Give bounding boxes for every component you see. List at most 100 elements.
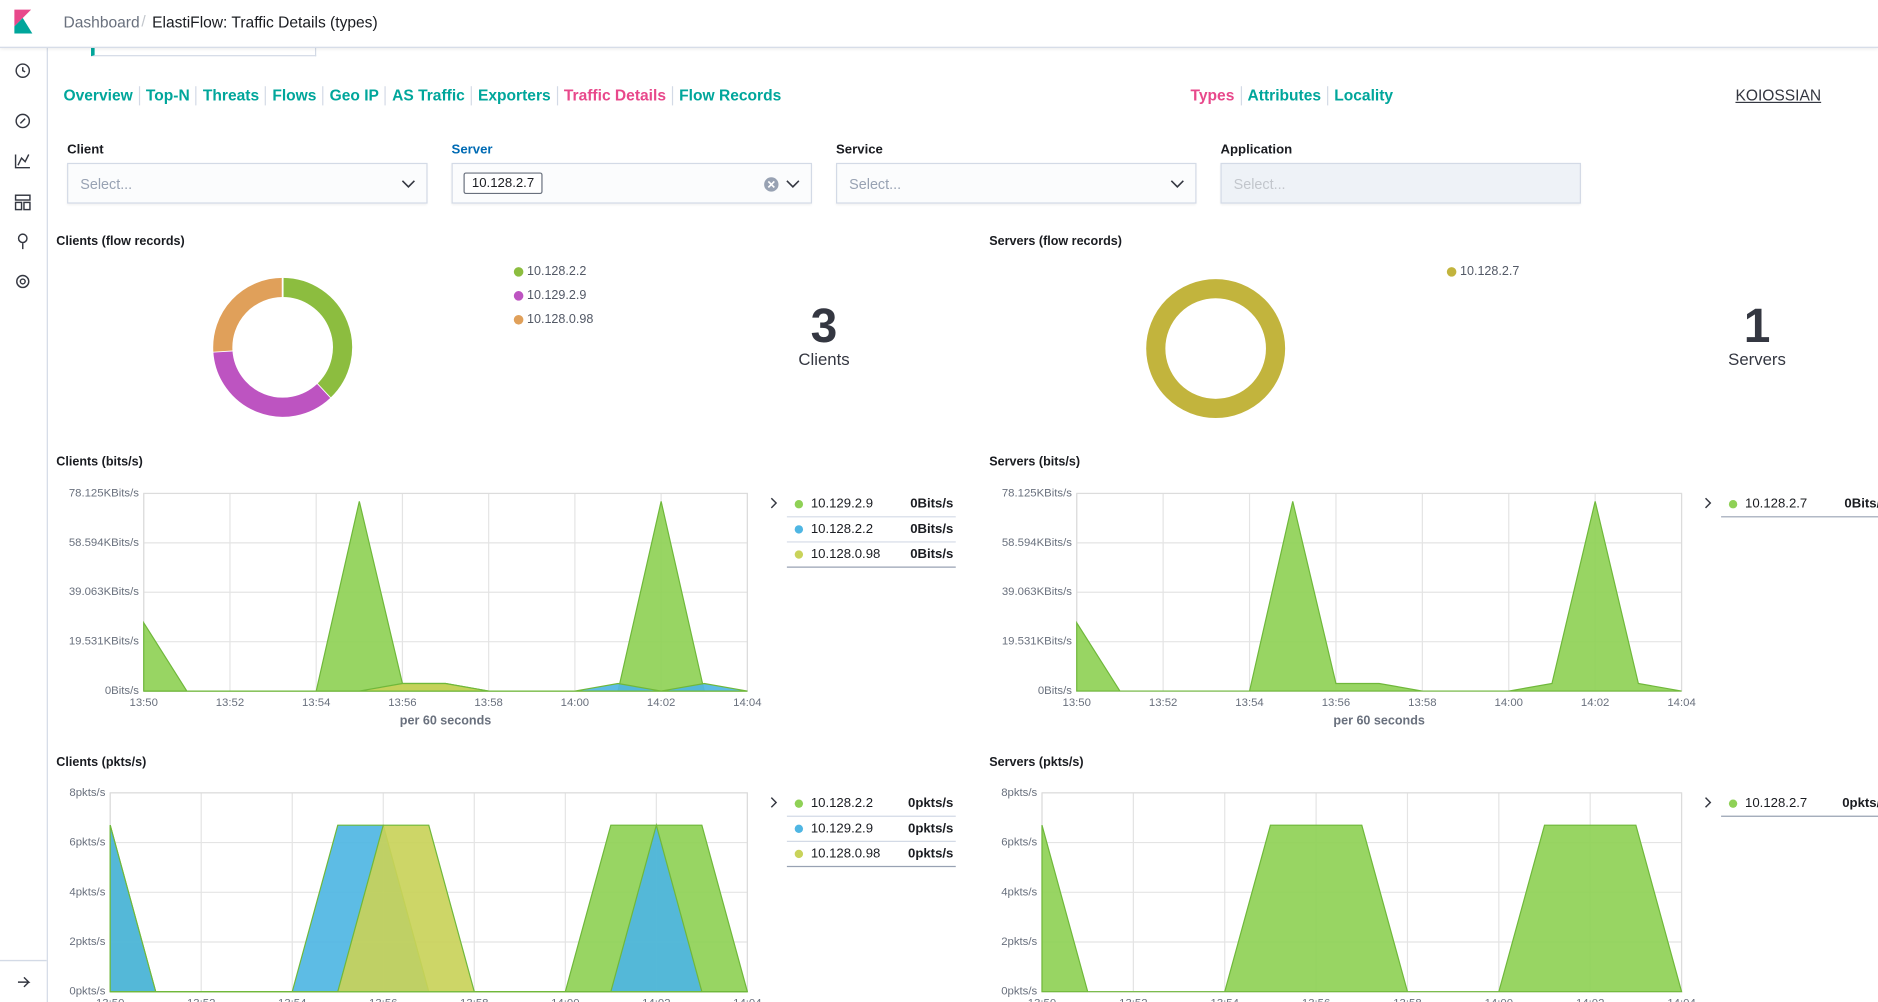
arrow <box>786 180 800 188</box>
logo-part <box>14 9 32 27</box>
discover-icon[interactable] <box>15 113 31 129</box>
legend-label[interactable]: 10.128.2.7 <box>1745 496 1807 511</box>
filter-label: Client <box>67 142 104 157</box>
dashboard-icon[interactable] <box>14 194 31 201</box>
x-tick-label: 13:50 <box>1028 998 1056 1002</box>
x-tick-label: 14:04 <box>733 697 761 709</box>
metric-value: 3 <box>811 300 838 353</box>
x-tick-label: 13:58 <box>1408 697 1436 709</box>
legend-toggle[interactable] <box>770 497 778 509</box>
arrow <box>1170 180 1184 188</box>
legend-dot <box>1446 267 1457 277</box>
nav-link[interactable]: Threats <box>195 86 265 106</box>
breadcrumb[interactable]: Dashboard <box>63 13 140 32</box>
area-series <box>110 824 748 993</box>
filter-select[interactable]: 10.128.2.7 <box>451 162 813 204</box>
nav-link[interactable]: Top-N <box>138 86 196 106</box>
panel-title: Servers (pkts/s) <box>989 755 1083 769</box>
legend-label[interactable]: 10.128.2.7 <box>1460 264 1519 278</box>
legend-dot <box>794 550 804 559</box>
settings-icon[interactable] <box>16 274 30 289</box>
clear-icon[interactable] <box>763 176 780 193</box>
placeholder: Select... <box>849 176 902 193</box>
legend-dot <box>794 500 804 509</box>
legend-label[interactable]: 10.129.2.9 <box>527 288 586 302</box>
y-tick-label: 2pkts/s <box>69 936 105 948</box>
nav-link[interactable]: Overview <box>63 86 133 105</box>
legend-toggle[interactable] <box>770 797 778 808</box>
nav-link[interactable]: Geo IP <box>322 86 385 106</box>
y-tick-label: 8pkts/s <box>69 787 105 799</box>
x-tick-label: 13:54 <box>302 697 330 709</box>
legend-value: 0Bits/s <box>1844 496 1878 511</box>
legend-toggle[interactable] <box>1705 497 1712 509</box>
x-tick-label: 13:56 <box>388 697 416 709</box>
visualize-icon[interactable] <box>14 154 30 169</box>
legend-label[interactable]: 10.128.2.2 <box>811 521 873 536</box>
dropdown-arrow[interactable] <box>1169 176 1186 193</box>
area-series <box>143 501 748 692</box>
y-tick-label: 58.594KBits/s <box>1002 537 1072 549</box>
sub-nav-link[interactable]: Locality <box>1327 86 1399 106</box>
recent-icon <box>22 67 26 73</box>
legend-dot <box>513 267 524 277</box>
y-tick-label: 0Bits/s <box>1038 685 1072 697</box>
x-tick-label: 14:00 <box>1495 697 1523 709</box>
x-tick-label: 13:52 <box>187 998 215 1002</box>
kibana-logo[interactable] <box>0 0 48 47</box>
x-axis-label: per 60 seconds <box>1333 713 1424 727</box>
legend-value: 0Bits/s <box>910 521 953 536</box>
x-tick-label: 13:56 <box>369 998 397 1002</box>
y-tick-label: 39.063KBits/s <box>69 586 139 598</box>
user-link[interactable]: KOIOSSIAN <box>1735 86 1822 105</box>
dropdown-arrow[interactable] <box>400 176 417 193</box>
area-series <box>1076 501 1682 692</box>
nav-link[interactable]: Flows <box>265 86 322 106</box>
dropdown-arrow[interactable] <box>784 176 801 193</box>
filter-select[interactable]: Select... <box>67 162 428 204</box>
x-tick-label: 13:58 <box>460 998 488 1002</box>
y-tick-label: 4pkts/s <box>1001 886 1037 898</box>
legend-label[interactable]: 10.128.0.98 <box>527 312 593 326</box>
metric-value: 1 <box>1744 300 1771 353</box>
x-tick-label: 13:52 <box>1149 697 1177 709</box>
legend-value: 0pkts/s <box>908 795 953 810</box>
donut-slice <box>213 277 284 352</box>
expand-icon[interactable] <box>17 976 31 988</box>
sidebar-icons <box>0 63 47 988</box>
legend-toggle[interactable] <box>1705 797 1712 808</box>
legend-label[interactable]: 10.129.2.9 <box>811 496 873 511</box>
legend-label[interactable]: 10.129.2.9 <box>811 820 873 835</box>
y-tick-label: 0pkts/s <box>1001 986 1037 998</box>
x-tick-label: 13:54 <box>1235 697 1263 709</box>
legend-label[interactable]: 10.128.2.7 <box>1745 795 1807 810</box>
legend-label[interactable]: 10.128.0.98 <box>811 845 881 860</box>
breadcrumb-separator: / <box>141 11 146 30</box>
legend-value: 0pkts/s <box>908 845 953 860</box>
y-tick-label: 78.125KBits/s <box>1002 487 1072 499</box>
donut-slice <box>282 277 353 398</box>
x-tick-label: 13:50 <box>130 697 158 709</box>
x-tick-label: 13:54 <box>1211 998 1239 1002</box>
filter-select[interactable]: Select... <box>835 162 1197 204</box>
sub-nav-link[interactable]: Attributes <box>1240 86 1327 106</box>
x-tick-label: 14:04 <box>1667 998 1695 1002</box>
nav-link[interactable]: Traffic Details <box>556 86 672 106</box>
filter-select: Select... <box>1220 162 1581 204</box>
x-tick-label: 13:58 <box>474 697 502 709</box>
recent-icon[interactable] <box>15 63 31 78</box>
panel-title: Servers (bits/s) <box>989 455 1080 469</box>
sub-nav-link[interactable]: Types <box>1190 86 1235 105</box>
y-tick-label: 0Bits/s <box>105 685 139 697</box>
x-tick-label: 14:02 <box>1576 998 1604 1002</box>
legend-label[interactable]: 10.128.2.2 <box>811 795 873 810</box>
nav-link[interactable]: Flow Records <box>671 86 787 106</box>
devtools-icon[interactable] <box>17 233 28 244</box>
nav-link[interactable]: AS Traffic <box>384 86 471 106</box>
y-tick-label: 2pkts/s <box>1001 936 1037 948</box>
legend-label[interactable]: 10.128.0.98 <box>811 546 881 561</box>
donut-slice <box>213 350 331 417</box>
legend-label[interactable]: 10.128.2.2 <box>527 264 586 278</box>
y-tick-label: 58.594KBits/s <box>69 537 139 549</box>
nav-link[interactable]: Exporters <box>470 86 557 106</box>
